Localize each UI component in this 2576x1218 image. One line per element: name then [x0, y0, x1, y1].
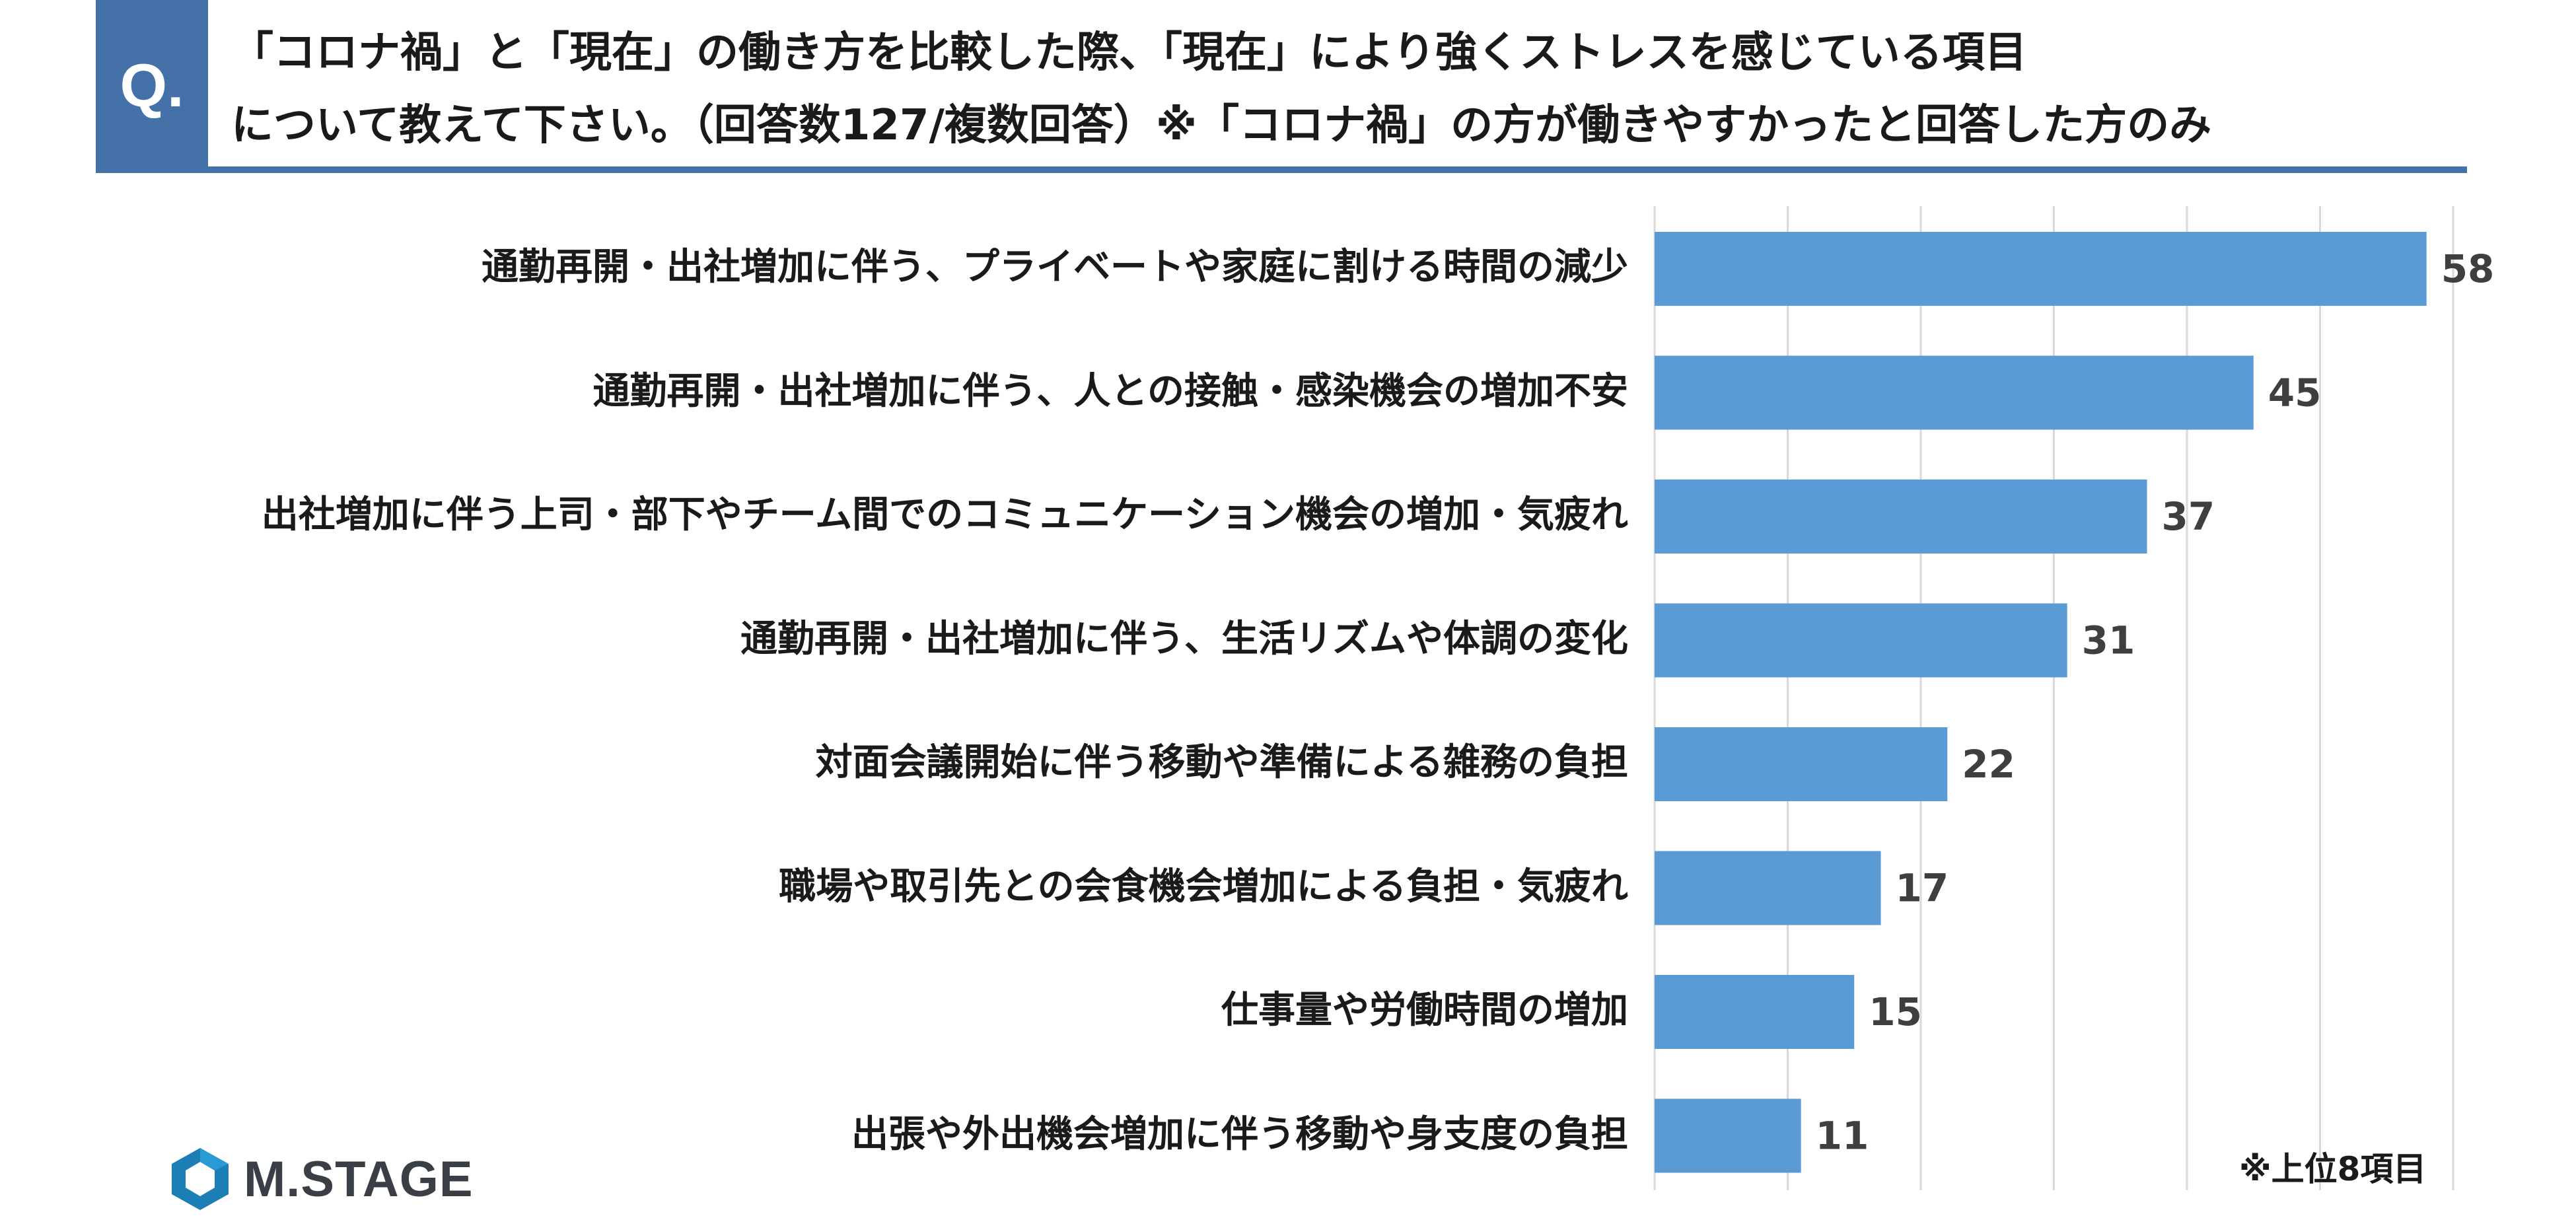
bar-7	[1655, 975, 1855, 1049]
value-labels: 58 45 37 31 22 17 15 11	[1816, 246, 2495, 1159]
value-label-4: 31	[2082, 618, 2135, 663]
hexagon-logo-icon	[172, 1148, 229, 1210]
value-label-2: 45	[2268, 371, 2322, 415]
footnote: ※上位8項目	[2239, 1150, 2427, 1188]
bar-6	[1655, 851, 1881, 925]
value-label-3: 37	[2162, 494, 2215, 539]
category-label-7: 仕事量や労働時間の増加	[1221, 989, 1628, 1032]
bar-3	[1655, 480, 2147, 554]
category-label-6: 職場や取引先との会食機会増加による負担・気疲れ	[779, 865, 1628, 908]
bar-1	[1655, 232, 2427, 306]
header-rule	[96, 166, 2467, 173]
value-label-8: 11	[1816, 1114, 1869, 1159]
question-badge: Q.	[96, 0, 208, 172]
bar-8	[1655, 1098, 1801, 1173]
category-label-3: 出社増加に伴う上司・部下やチーム間でのコミュニケーション機会の増加・気疲れ	[261, 493, 1628, 536]
bar-4	[1655, 603, 2067, 678]
bars	[1655, 232, 2427, 1173]
question-text-line-1: 「コロナ禍」と「現在」の働き方を比較した際、「現在」により強くストレスを感じてい…	[231, 28, 2027, 77]
company-logo: M.STAGE	[168, 1146, 474, 1212]
category-label-2: 通勤再開・出社増加に伴う、人との接触・感染機会の増加不安	[592, 369, 1628, 413]
value-label-6: 17	[1896, 866, 1949, 911]
value-label-5: 22	[1962, 742, 2015, 787]
value-label-7: 15	[1869, 989, 1922, 1034]
category-label-1: 通勤再開・出社増加に伴う、プライベートや家庭に割ける時間の減少	[482, 246, 1628, 289]
value-label-1: 58	[2441, 246, 2495, 291]
question-text-line-2: について教えて下さい。（回答数127/複数回答）※「コロナ禍」の方が働きやすかっ…	[231, 101, 2212, 150]
category-label-4: 通勤再開・出社増加に伴う、生活リズムや体調の変化	[740, 617, 1628, 661]
logo-wordmark: M.STAGE	[244, 1151, 474, 1207]
bar-2	[1655, 355, 2254, 430]
bar-5	[1655, 727, 1948, 801]
category-label-5: 対面会議開始に伴う移動や準備による雑務の負担	[815, 741, 1628, 784]
category-label-8: 出張や外出機会増加に伴う移動や身支度の負担	[851, 1112, 1628, 1156]
